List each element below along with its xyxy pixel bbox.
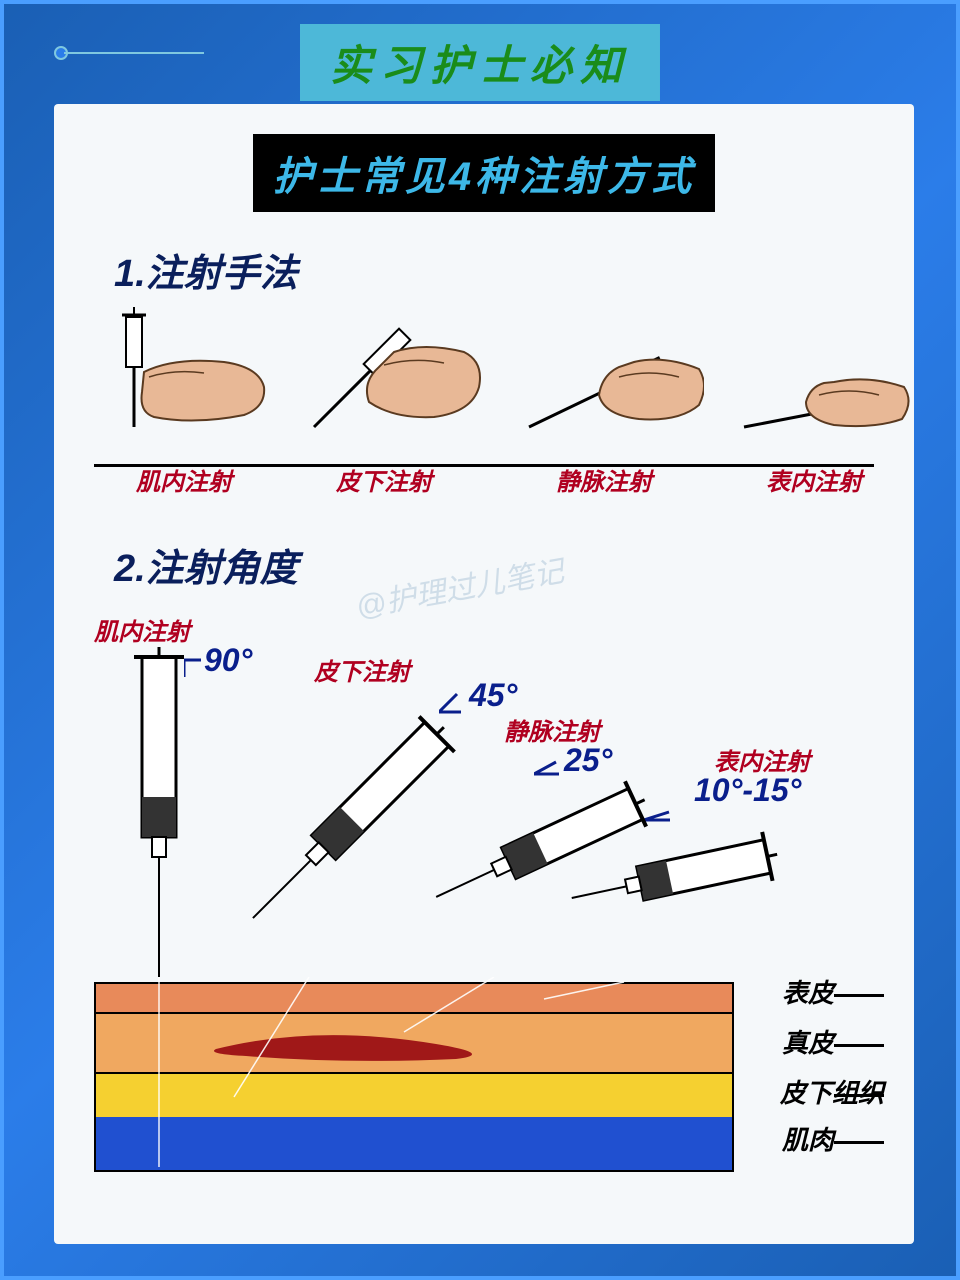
angle-value-90: 90° <box>204 642 252 679</box>
technique-label: 静脉注射 <box>504 462 704 497</box>
card-title: 护士常见4种注射方式 <box>253 134 715 212</box>
page-frame: 实习护士必知 护士常见4种注射方式 1.注射手法 肌内注射 <box>0 0 960 1280</box>
technique-intradermal: 表内注射 <box>714 307 914 497</box>
needle-paths-icon <box>94 977 734 1177</box>
layer-label-subcutaneous: 皮下组织 <box>780 1073 884 1110</box>
angle-section: 肌内注射 90° 皮下注射 45° 静脉注射 25° 表内注射 10°-15° <box>74 612 894 1172</box>
angle-value-45: 45° <box>469 677 517 714</box>
syringe-12-icon <box>554 807 834 937</box>
section1-heading: 1.注射手法 <box>114 242 894 297</box>
label-line <box>834 1044 884 1047</box>
technique-label: 皮下注射 <box>284 462 484 497</box>
layer-label-muscle: 肌肉 <box>782 1120 834 1157</box>
label-line <box>834 994 884 997</box>
bullet-line <box>64 52 204 54</box>
layer-label-dermis: 真皮 <box>782 1023 834 1060</box>
hand-syringe-25-icon <box>504 307 704 457</box>
layer-label-epidermis: 表皮 <box>782 973 834 1010</box>
angle-label-im: 肌内注射 <box>94 612 190 647</box>
technique-intramuscular: 肌内注射 <box>94 307 274 497</box>
header-text: 实习护士必知 <box>330 42 630 89</box>
syringe-90-icon <box>124 647 194 977</box>
technique-subcutaneous: 皮下注射 <box>284 307 484 497</box>
skin-layers <box>94 982 734 1172</box>
hand-syringe-45-icon <box>284 307 484 457</box>
label-line <box>834 1141 884 1144</box>
technique-label: 表内注射 <box>714 462 914 497</box>
technique-intravenous: 静脉注射 <box>504 307 704 497</box>
hand-syringe-12-icon <box>714 307 914 457</box>
technique-label: 肌内注射 <box>94 462 274 497</box>
angle-value-10-15: 10°-15° <box>694 772 801 809</box>
header-banner: 实习护士必知 <box>300 24 660 101</box>
content-card: 护士常见4种注射方式 1.注射手法 肌内注射 <box>54 104 914 1244</box>
hand-syringe-90-icon <box>94 307 274 457</box>
technique-row: 肌内注射 皮下注射 静脉注射 <box>94 317 874 497</box>
